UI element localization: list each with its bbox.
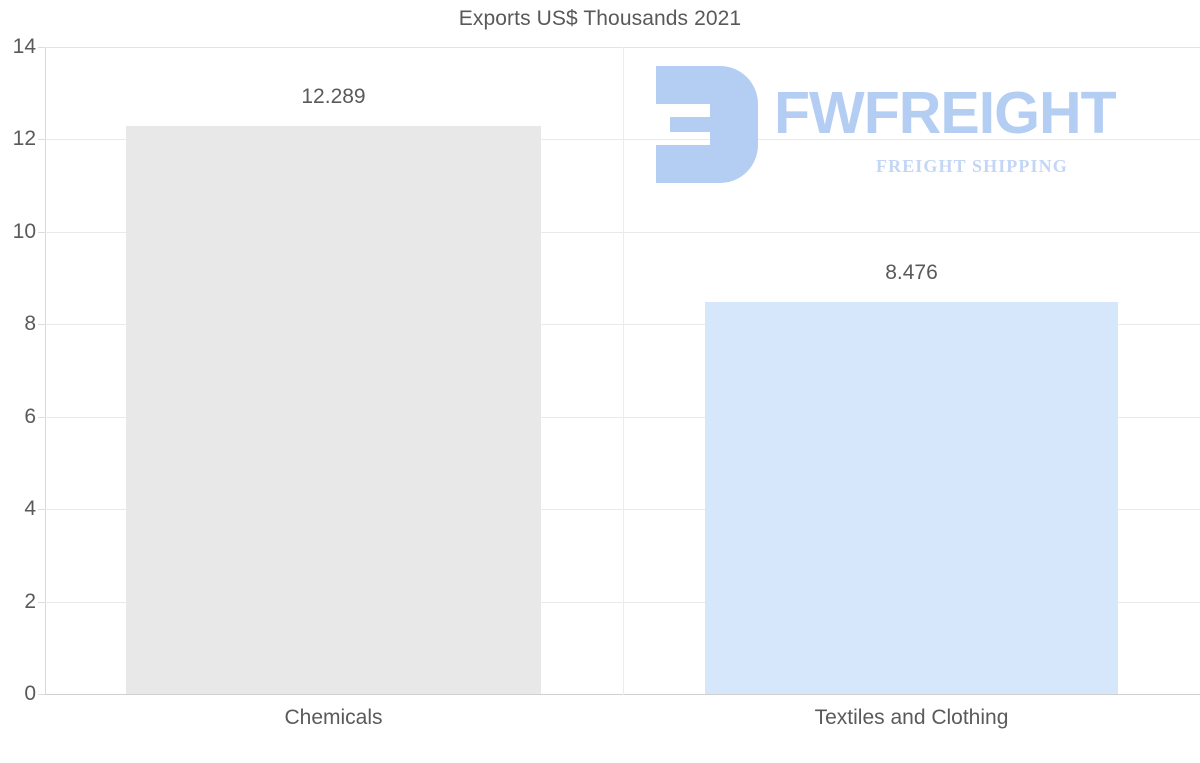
y-axis-tick-label: 8 bbox=[24, 312, 36, 335]
y-axis-tick-mark bbox=[38, 324, 46, 325]
y-axis-tick-mark bbox=[38, 509, 46, 510]
y-axis-tick-label: 4 bbox=[24, 497, 36, 520]
y-axis-tick-label: 14 bbox=[12, 35, 36, 58]
gridline-6 bbox=[45, 417, 1200, 418]
gridline-2 bbox=[45, 602, 1200, 603]
value-label-chemicals: 12.289 bbox=[301, 85, 366, 109]
gridline-4 bbox=[45, 509, 1200, 510]
gridline-8 bbox=[45, 324, 1200, 325]
category-divider-gridline bbox=[623, 47, 624, 695]
y-axis-tick-mark bbox=[38, 232, 46, 233]
plot-area bbox=[45, 47, 1200, 695]
x-axis-label-textiles: Textiles and Clothing bbox=[814, 706, 1009, 729]
y-axis-tick-mark bbox=[38, 417, 46, 418]
y-axis-line bbox=[45, 47, 46, 695]
y-axis-tick-mark bbox=[38, 694, 46, 695]
gridline-baseline bbox=[45, 694, 1200, 695]
gridline-10 bbox=[45, 232, 1200, 233]
y-axis-tick-mark bbox=[38, 602, 46, 603]
bar-textiles[interactable] bbox=[705, 302, 1118, 694]
y-axis-tick-label: 2 bbox=[24, 590, 36, 613]
y-axis-tick-label: 6 bbox=[24, 405, 36, 428]
x-axis-label-chemicals: Chemicals bbox=[284, 706, 383, 729]
value-label-textiles: 8.476 bbox=[885, 261, 938, 285]
y-axis-tick-labels: 14 12 10 8 6 4 2 0 bbox=[0, 0, 36, 763]
y-axis-tick-mark bbox=[38, 47, 46, 48]
y-axis-tick-label: 10 bbox=[12, 220, 36, 243]
bar-chemicals[interactable] bbox=[126, 126, 541, 694]
y-axis-tick-label: 12 bbox=[12, 127, 36, 150]
gridline-14 bbox=[45, 47, 1200, 48]
y-axis-tick-mark bbox=[38, 139, 46, 140]
chart-title: Exports US$ Thousands 2021 bbox=[458, 7, 742, 30]
gridline-12 bbox=[45, 139, 1200, 140]
y-axis-tick-label: 0 bbox=[24, 682, 36, 705]
